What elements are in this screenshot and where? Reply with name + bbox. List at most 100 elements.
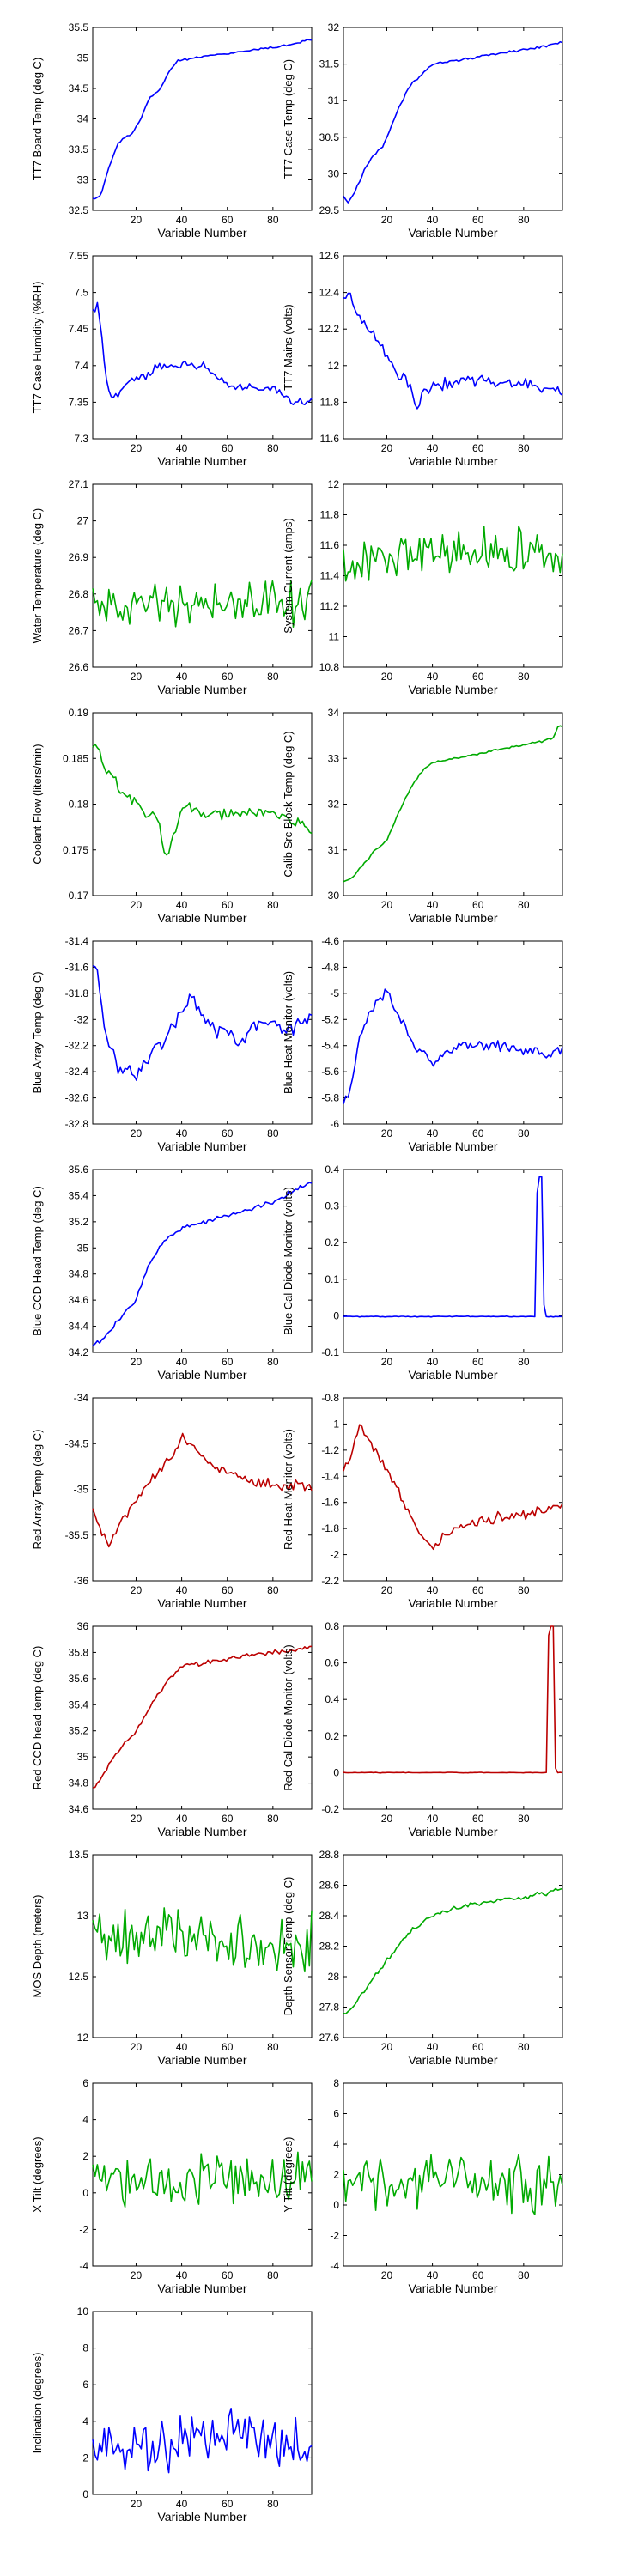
y-tick-label-14-6: 35.8 bbox=[69, 1646, 89, 1658]
plot-frame-16 bbox=[92, 1854, 313, 2038]
y-tick-label-19-1: -2 bbox=[330, 2230, 339, 2242]
x-tick-label-10-3: 80 bbox=[267, 1356, 279, 1368]
y-axis-label-7: Calib Src Block Temp (deg C) bbox=[282, 731, 295, 877]
y-tick-label-11-5: 0.4 bbox=[325, 1163, 339, 1176]
series-line-15 bbox=[343, 1625, 563, 1774]
y-tick-label-5-5: 11.8 bbox=[320, 509, 340, 521]
plot-frame-9 bbox=[343, 940, 563, 1125]
y-axis-label-13: Red Heat Monitor (volts) bbox=[282, 1429, 295, 1550]
y-tick-label-1-0: 29.5 bbox=[319, 204, 340, 216]
y-tick-label-5-1: 11 bbox=[329, 631, 340, 643]
y-tick-label-9-0: -6 bbox=[330, 1118, 339, 1130]
x-axis-label-16: Variable Number bbox=[157, 2053, 246, 2067]
y-tick-label-8-2: -32.4 bbox=[65, 1066, 89, 1078]
y-axis-label-9: Blue Heat Monitor (volts) bbox=[282, 971, 295, 1094]
y-tick-label-10-3: 34.8 bbox=[69, 1268, 89, 1280]
y-tick-label-6-1: 0.175 bbox=[63, 844, 88, 856]
y-tick-label-19-3: 2 bbox=[333, 2169, 339, 2181]
x-tick-label-0-3: 80 bbox=[267, 214, 279, 226]
x-tick-label-3-2: 60 bbox=[472, 442, 484, 454]
y-tick-label-9-7: -4.6 bbox=[321, 935, 339, 947]
y-tick-label-10-1: 34.4 bbox=[69, 1321, 89, 1333]
y-tick-label-3-2: 12 bbox=[328, 360, 340, 372]
x-tick-label-0-0: 20 bbox=[131, 214, 143, 226]
y-tick-label-0-3: 34 bbox=[77, 113, 89, 125]
x-tick-label-6-0: 20 bbox=[131, 899, 143, 911]
x-tick-label-11-2: 60 bbox=[472, 1356, 484, 1368]
y-axis-label-2: TT7 Case Humidity (%RH) bbox=[31, 282, 44, 414]
y-tick-label-2-5: 7.55 bbox=[69, 250, 89, 262]
series-line-17 bbox=[343, 1887, 563, 2014]
y-tick-label-14-2: 35 bbox=[77, 1751, 89, 1763]
y-tick-label-16-3: 13.5 bbox=[69, 1849, 89, 1861]
series-line-18 bbox=[92, 2151, 313, 2208]
x-tick-label-17-1: 40 bbox=[427, 2041, 439, 2053]
y-tick-label-8-3: -32.2 bbox=[65, 1040, 89, 1052]
y-tick-label-5-0: 10.8 bbox=[319, 661, 340, 673]
y-tick-label-19-6: 8 bbox=[333, 2077, 339, 2089]
x-tick-label-19-0: 20 bbox=[381, 2269, 393, 2281]
x-axis-label-8: Variable Number bbox=[157, 1139, 246, 1153]
x-tick-label-17-2: 60 bbox=[472, 2041, 484, 2053]
y-tick-label-19-0: -4 bbox=[330, 2260, 339, 2272]
x-tick-label-16-1: 40 bbox=[176, 2041, 188, 2053]
x-tick-label-12-3: 80 bbox=[267, 1584, 279, 1596]
y-axis-label-19: Y Tilt (degrees) bbox=[282, 2137, 295, 2213]
y-axis-label-1: TT7 Case Temp (deg C) bbox=[282, 59, 295, 179]
y-axis-label-17: Depth Sensor Temp (deg C) bbox=[282, 1877, 295, 2016]
y-tick-label-17-4: 28.4 bbox=[319, 1910, 340, 1922]
y-tick-label-20-4: 8 bbox=[82, 2342, 88, 2354]
y-tick-label-13-0: -2.2 bbox=[321, 1575, 339, 1587]
y-tick-label-9-2: -5.6 bbox=[321, 1066, 339, 1078]
x-tick-label-7-2: 60 bbox=[472, 899, 484, 911]
x-tick-label-14-2: 60 bbox=[222, 1813, 234, 1825]
x-tick-label-6-1: 40 bbox=[176, 899, 188, 911]
y-tick-label-3-3: 12.2 bbox=[319, 323, 340, 335]
x-tick-label-12-2: 60 bbox=[222, 1584, 234, 1596]
y-axis-label-18: X Tilt (degrees) bbox=[31, 2136, 44, 2212]
y-tick-label-10-0: 34.2 bbox=[69, 1346, 89, 1358]
y-tick-label-4-5: 27.1 bbox=[69, 478, 89, 490]
y-tick-label-13-2: -1.8 bbox=[321, 1522, 339, 1534]
x-tick-label-5-3: 80 bbox=[518, 671, 530, 683]
plot-frame-18 bbox=[92, 2082, 313, 2267]
x-axis-label-11: Variable Number bbox=[408, 1368, 497, 1382]
x-tick-label-7-1: 40 bbox=[427, 899, 439, 911]
y-axis-label-3: TT7 Mains (volts) bbox=[282, 304, 295, 390]
y-tick-label-20-5: 10 bbox=[77, 2306, 89, 2318]
x-tick-label-17-0: 20 bbox=[381, 2041, 393, 2053]
y-tick-label-6-3: 0.185 bbox=[63, 752, 88, 764]
x-tick-label-19-3: 80 bbox=[518, 2269, 530, 2281]
series-line-4 bbox=[92, 580, 313, 629]
y-tick-label-2-0: 7.3 bbox=[74, 433, 88, 445]
x-axis-label-10: Variable Number bbox=[157, 1368, 246, 1382]
x-tick-label-7-0: 20 bbox=[381, 899, 393, 911]
x-tick-label-20-3: 80 bbox=[267, 2498, 279, 2510]
y-tick-label-13-4: -1.4 bbox=[321, 1470, 339, 1482]
x-tick-label-19-2: 60 bbox=[472, 2269, 484, 2281]
x-tick-label-8-1: 40 bbox=[176, 1127, 188, 1139]
y-tick-label-16-0: 12 bbox=[77, 2032, 89, 2044]
y-tick-label-18-0: -4 bbox=[79, 2260, 88, 2272]
series-line-7 bbox=[343, 725, 563, 883]
x-tick-label-4-0: 20 bbox=[131, 671, 143, 683]
x-tick-label-20-1: 40 bbox=[176, 2498, 188, 2510]
x-tick-label-15-2: 60 bbox=[472, 1813, 484, 1825]
x-tick-label-20-0: 20 bbox=[131, 2498, 143, 2510]
y-tick-label-10-6: 35.4 bbox=[69, 1189, 89, 1201]
x-tick-label-6-3: 80 bbox=[267, 899, 279, 911]
x-tick-label-5-2: 60 bbox=[472, 671, 484, 683]
y-tick-label-12-4: -34 bbox=[74, 1392, 89, 1404]
y-tick-label-14-0: 34.6 bbox=[69, 1803, 89, 1815]
x-tick-label-13-3: 80 bbox=[518, 1584, 530, 1596]
x-tick-label-14-0: 20 bbox=[131, 1813, 143, 1825]
y-tick-label-5-6: 12 bbox=[328, 478, 340, 490]
y-tick-label-4-2: 26.8 bbox=[69, 588, 89, 600]
x-tick-label-16-2: 60 bbox=[222, 2041, 234, 2053]
series-line-10 bbox=[92, 1182, 313, 1346]
y-tick-label-1-1: 30 bbox=[328, 167, 340, 179]
y-tick-label-11-1: 0 bbox=[333, 1309, 339, 1321]
y-tick-label-9-6: -4.8 bbox=[321, 961, 339, 973]
x-axis-label-12: Variable Number bbox=[157, 1596, 246, 1610]
